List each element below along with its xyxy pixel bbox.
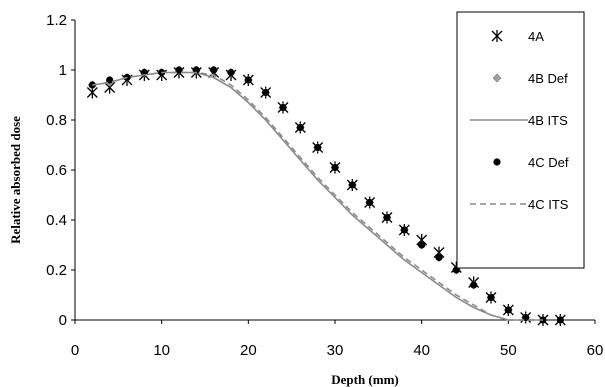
data-point bbox=[400, 226, 408, 234]
data-point bbox=[470, 281, 478, 289]
legend-item: 4C ITS bbox=[470, 197, 569, 212]
legend-label: 4A bbox=[528, 29, 544, 44]
plot-area bbox=[86, 65, 566, 326]
data-point bbox=[106, 76, 114, 84]
data-point bbox=[435, 253, 443, 262]
legend-item: 4C Def bbox=[493, 155, 569, 170]
data-point bbox=[210, 66, 218, 74]
series-line bbox=[92, 71, 543, 321]
data-point bbox=[175, 66, 183, 74]
x-tick-label: 40 bbox=[413, 342, 430, 359]
data-point bbox=[262, 88, 270, 97]
legend-symbol bbox=[491, 30, 503, 42]
x-axis-title: Depth (mm) bbox=[331, 372, 399, 387]
y-tick-label: 1 bbox=[59, 62, 67, 79]
data-point bbox=[418, 241, 426, 249]
legend-label: 4C ITS bbox=[528, 197, 569, 212]
series-4c-def bbox=[88, 66, 564, 324]
y-tick-label: 0.2 bbox=[46, 262, 67, 279]
legend-item: 4A bbox=[491, 29, 544, 44]
series-line bbox=[92, 71, 543, 321]
y-tick-label: 0.6 bbox=[46, 162, 67, 179]
data-point bbox=[504, 306, 512, 314]
legend-label: 4B ITS bbox=[528, 113, 568, 128]
x-tick-label: 10 bbox=[153, 342, 170, 359]
y-tick-label: 0.8 bbox=[46, 112, 67, 129]
data-point bbox=[296, 123, 304, 132]
data-point bbox=[366, 198, 374, 207]
legend-symbol bbox=[492, 73, 502, 83]
data-point bbox=[556, 316, 564, 324]
data-point bbox=[244, 76, 252, 84]
data-point bbox=[487, 293, 495, 302]
axes: 0 0.2 0.4 0.6 0.8 1 1.2 0 10 20 30 40 50 60 bbox=[46, 12, 603, 359]
data-point bbox=[348, 181, 356, 189]
y-axis-title: Relative absorbed dose bbox=[8, 116, 23, 244]
legend-item: 4B Def bbox=[492, 71, 568, 86]
x-tick-label: 0 bbox=[71, 342, 79, 359]
x-tick-label: 30 bbox=[327, 342, 344, 359]
data-point bbox=[383, 213, 391, 222]
x-tick-label: 20 bbox=[240, 342, 257, 359]
series-4c-its bbox=[92, 71, 543, 321]
y-tick-label: 1.2 bbox=[46, 12, 67, 29]
y-tick-label: 0.4 bbox=[46, 212, 67, 229]
y-tick-label: 0 bbox=[59, 312, 67, 329]
data-point bbox=[279, 103, 287, 112]
legend-item: 4B ITS bbox=[470, 113, 568, 128]
legend-label: 4B Def bbox=[528, 71, 568, 86]
series-4b-its bbox=[92, 71, 543, 321]
data-point bbox=[331, 163, 339, 172]
legend-label: 4C Def bbox=[528, 155, 569, 170]
data-point bbox=[227, 68, 235, 77]
data-point bbox=[314, 143, 322, 152]
x-tick-label: 50 bbox=[500, 342, 517, 359]
legend: 4A 4B Def 4B ITS 4C Def 4C ITS bbox=[456, 11, 585, 269]
legend-symbol bbox=[493, 158, 501, 166]
legend-box bbox=[456, 11, 585, 269]
x-tick-label: 60 bbox=[587, 342, 604, 359]
